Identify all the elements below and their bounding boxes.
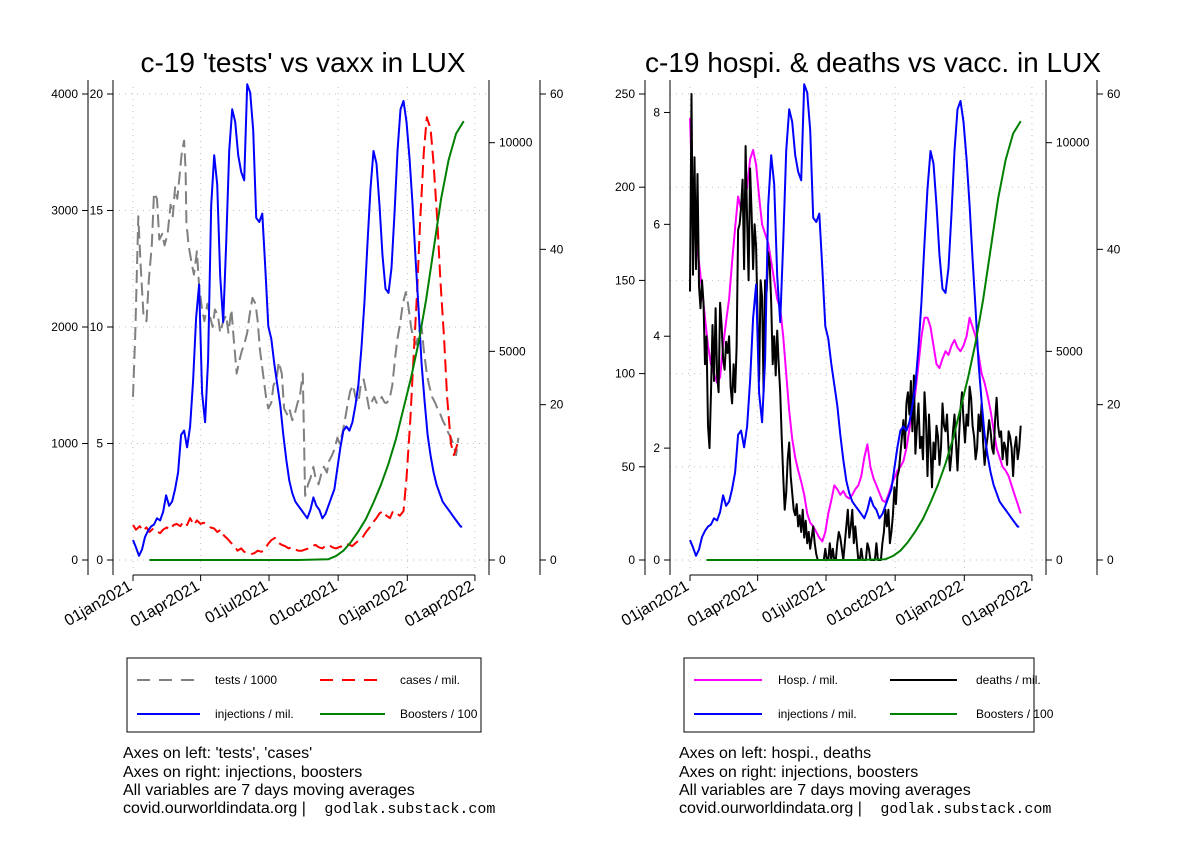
- y-right-outer-tick-label: 0: [1107, 553, 1114, 567]
- chart-panel-right: c-19 hospi. & deaths vs vacc. in LUX 0 50…: [557, 0, 1151, 864]
- series-line-injections: [689, 83, 1020, 557]
- y-left-outer-tick-label: 0: [628, 553, 635, 567]
- x-tick-label: 01apr2022: [402, 578, 477, 631]
- footnote-source: covid.ourworldindata.org | godlak.substa…: [679, 800, 1051, 819]
- y-left-inner-tick-label: 0: [96, 553, 103, 567]
- x-tick-label: 01apr2022: [959, 578, 1034, 631]
- y-left-inner-tick-label: 0: [653, 553, 660, 567]
- x-tick-label: 01jan2021: [619, 578, 692, 630]
- chart-panel-left: c-19 'tests' vs vaxx in LUX 0 1000 2000 300…: [51, 47, 564, 819]
- y-left-outer-tick-label: 0: [71, 553, 78, 567]
- y-left-inner-tick-label: 15: [90, 204, 104, 218]
- x-tick-label: 01apr2021: [685, 578, 760, 631]
- x-tick-label: 01jan2021: [62, 578, 135, 630]
- y-left-outer-tick-label: 3000: [51, 204, 78, 218]
- legend-label-cases: cases / mil.: [400, 673, 460, 687]
- chart-title: c-19 hospi. & deaths vs vacc. in LUX: [645, 47, 1101, 78]
- y-right-inner-tick-label: 10000: [1056, 136, 1090, 150]
- series-line-cases: [132, 116, 459, 556]
- y-left-inner-tick-label: 4: [653, 329, 660, 343]
- author-text: godlak.substack.com: [880, 801, 1052, 818]
- legend-label-deaths: deaths / mil.: [976, 673, 1041, 687]
- y-left-outer-tick-label: 150: [615, 273, 635, 287]
- author-text: godlak.substack.com: [324, 801, 496, 818]
- y-left-inner-tick-label: 8: [653, 105, 660, 119]
- series-line-boosters: [149, 120, 465, 561]
- legend-label-tests: tests / 1000: [215, 673, 277, 687]
- y-left-outer-tick-label: 1000: [51, 437, 78, 451]
- series-line-injections: [132, 83, 463, 557]
- source-text: covid.ourworldindata.org |: [679, 800, 862, 817]
- series-line-boosters: [706, 120, 1022, 561]
- y-left-outer-tick-label: 50: [622, 460, 636, 474]
- series-line-tests: [132, 139, 460, 497]
- series-group: [132, 83, 465, 561]
- legend: Hosp. / mil. deaths / mil. injections / …: [694, 673, 1054, 721]
- y-right-outer-tick-label: 20: [550, 398, 564, 412]
- y-right-outer-tick-label: 0: [550, 553, 557, 567]
- x-tick-label: 01jan2022: [336, 578, 409, 630]
- y-left-inner-tick-label: 2: [653, 441, 660, 455]
- chart-right: c-19 hospi. & deaths vs vacc. in LUX 0 50…: [615, 47, 1121, 733]
- footnote-axes-right: Axes on right: injections, boosters: [123, 764, 363, 781]
- y-left-inner-tick-label: 6: [653, 217, 660, 231]
- y-left-outer-tick-label: 4000: [51, 87, 78, 101]
- x-tick-label: 01apr2021: [128, 578, 203, 631]
- legend-label-injections: injections / mil.: [778, 707, 857, 721]
- x-tick-label: 01jan2022: [893, 578, 966, 630]
- series-group: [689, 83, 1022, 561]
- y-left-inner-tick-label: 10: [90, 320, 104, 334]
- footnote-moving-average: All variables are 7 days moving averages: [679, 782, 971, 799]
- x-tick-label: 01oct2021: [267, 578, 340, 630]
- y-right-outer-tick-label: 60: [1107, 87, 1121, 101]
- series-line-hospital: [689, 118, 1022, 543]
- grid: [113, 87, 489, 570]
- y-right-inner-tick-label: 5000: [1056, 344, 1083, 358]
- legend-label-boosters: Boosters / 100: [976, 707, 1054, 721]
- series-line-deaths: [689, 93, 1022, 561]
- y-right-inner-tick-label: 0: [499, 553, 506, 567]
- footnote-moving-average: All variables are 7 days moving averages: [123, 782, 415, 799]
- y-right-inner-tick-label: 10000: [499, 136, 533, 150]
- legend: tests / 1000 cases / mil. injections / m…: [137, 673, 478, 721]
- chart-title: c-19 'tests' vs vaxx in LUX: [140, 47, 465, 78]
- chart-left: c-19 'tests' vs vaxx in LUX 010002000300…: [51, 47, 564, 733]
- legend-label-injections: injections / mil.: [215, 707, 294, 721]
- y-left-inner-tick-label: 5: [96, 437, 103, 451]
- footnote-source: covid.ourworldindata.org | godlak.substa…: [123, 800, 495, 819]
- x-tick-label: 01jul2021: [759, 578, 828, 627]
- footnote-axes-left: Axes on left: 'tests', 'cases': [123, 745, 313, 762]
- y-right-outer-tick-label: 20: [1107, 398, 1121, 412]
- grid: [670, 87, 1046, 570]
- y-left-outer-tick-label: 2000: [51, 320, 78, 334]
- y-left-outer-tick-label: 200: [615, 180, 635, 194]
- y-right-inner-tick-label: 0: [1056, 553, 1063, 567]
- y-left-outer-tick-label: 250: [615, 87, 635, 101]
- y-right-outer-tick-label: 40: [1107, 242, 1121, 256]
- legend-label-boosters: Boosters / 100: [400, 707, 478, 721]
- x-tick-label: 01oct2021: [824, 578, 897, 630]
- legend-label-hospital: Hosp. / mil.: [778, 673, 838, 687]
- legend-box: [126, 657, 482, 733]
- y-left-outer-tick-label: 100: [615, 367, 635, 381]
- legend-box: [683, 657, 1035, 733]
- y-right-inner-tick-label: 5000: [499, 344, 526, 358]
- y-left-inner-tick-label: 20: [90, 87, 104, 101]
- footnote-axes-right: Axes on right: injections, boosters: [679, 764, 919, 781]
- footnote-axes-left: Axes on left: hospi., deaths: [679, 745, 872, 762]
- source-text: covid.ourworldindata.org |: [123, 800, 306, 817]
- y-right-outer-tick-label: 60: [550, 87, 564, 101]
- x-tick-label: 01jul2021: [202, 578, 271, 627]
- y-right-outer-tick-label: 40: [550, 242, 564, 256]
